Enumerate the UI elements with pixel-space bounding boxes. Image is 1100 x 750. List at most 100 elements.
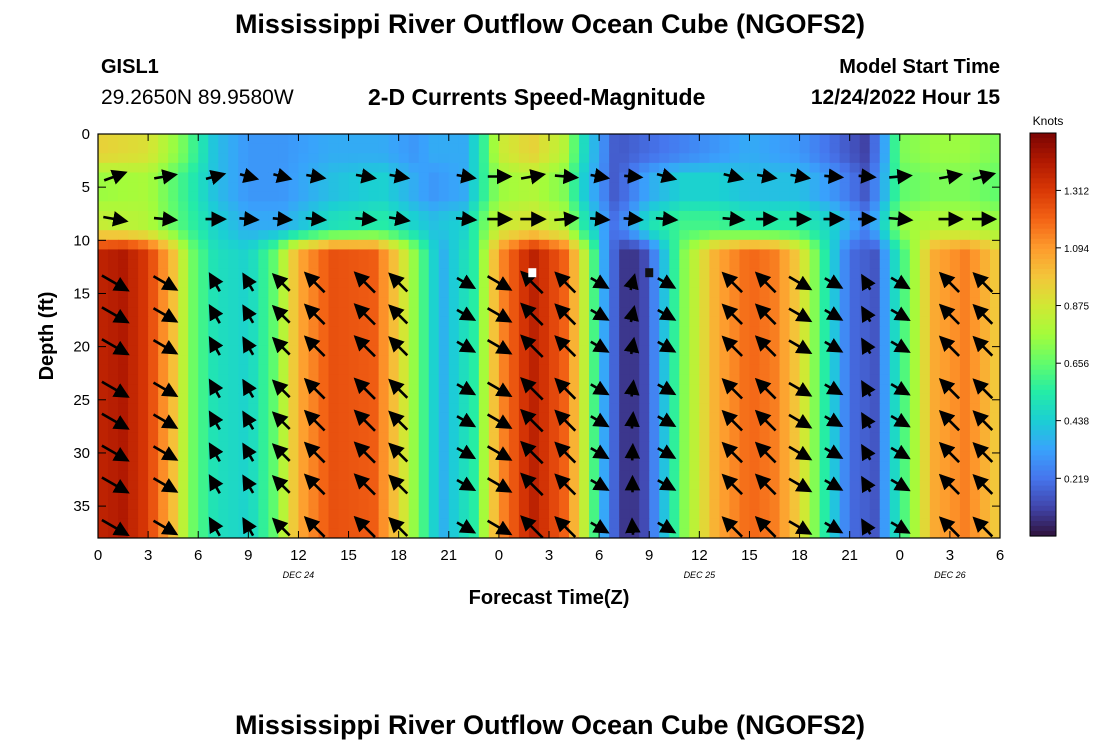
heatmap-cell — [679, 316, 690, 327]
heatmap-cell — [378, 239, 390, 251]
heatmap-cell — [679, 268, 690, 279]
heatmap-cell — [949, 297, 961, 308]
heatmap-cell — [128, 191, 139, 202]
heatmap-cell — [418, 518, 430, 529]
heatmap-cell — [118, 374, 129, 385]
heatmap-cell — [108, 326, 119, 337]
heatmap-cell — [218, 345, 229, 356]
heatmap-cell — [228, 316, 239, 327]
heatmap-cell — [408, 432, 420, 443]
heatmap-cell — [889, 162, 901, 174]
heatmap-cell — [989, 345, 1000, 356]
heatmap-cell — [288, 364, 300, 376]
heatmap-cell — [829, 143, 841, 154]
heatmap-cell — [338, 336, 350, 347]
heatmap-cell — [408, 297, 420, 308]
current-arrow — [938, 409, 961, 432]
heatmap-cell — [448, 143, 460, 154]
heatmap-cell — [949, 470, 961, 481]
heatmap-cell — [929, 441, 941, 453]
heatmap-cell — [879, 287, 891, 299]
heatmap-cell — [168, 143, 179, 154]
heatmap-cell — [258, 259, 269, 270]
heatmap-cell — [629, 182, 640, 193]
current-arrow — [788, 381, 813, 397]
heatmap-cell — [989, 249, 1000, 260]
heatmap-cell — [208, 470, 219, 481]
heatmap-cell — [579, 489, 590, 501]
heatmap-cell — [318, 220, 330, 231]
heatmap-cell — [699, 191, 710, 202]
heatmap-cell — [158, 393, 169, 404]
heatmap-cell — [438, 239, 450, 251]
heatmap-cell — [528, 153, 540, 164]
heatmap-cell — [238, 230, 249, 241]
heatmap-cell — [759, 297, 771, 308]
heatmap-cell — [619, 422, 630, 433]
heatmap-cell — [669, 499, 680, 510]
heatmap-cell — [669, 364, 680, 376]
heatmap-cell — [128, 143, 139, 154]
heatmap-cell — [619, 489, 630, 501]
heatmap-cell — [468, 134, 480, 145]
heatmap-cell — [819, 422, 831, 433]
heatmap-cell — [188, 336, 199, 347]
current-arrow — [590, 274, 610, 289]
current-arrow — [353, 515, 376, 538]
heatmap-cell — [599, 461, 610, 472]
heatmap-cell — [98, 364, 109, 376]
heatmap-cell — [749, 182, 761, 193]
heatmap-cell — [739, 355, 751, 366]
heatmap-cell — [168, 403, 179, 414]
heatmap-cell — [158, 326, 169, 337]
heatmap-cell — [959, 412, 971, 424]
heatmap-cell — [198, 499, 209, 510]
heatmap-cell — [368, 364, 380, 376]
heatmap-cell — [418, 210, 430, 222]
heatmap-cell — [669, 355, 680, 366]
heatmap-cell — [979, 220, 991, 231]
heatmap-cell — [358, 509, 370, 520]
heatmap-cell — [288, 422, 300, 433]
heatmap-cell — [248, 509, 259, 520]
heatmap-cell — [749, 374, 761, 385]
current-arrow — [824, 476, 844, 491]
heatmap-cell — [799, 403, 811, 414]
heatmap-cell — [478, 220, 490, 231]
current-arrow — [623, 304, 639, 323]
heatmap-cell — [809, 307, 821, 318]
heatmap-cell — [228, 374, 239, 385]
heatmap-cell — [599, 499, 610, 510]
heatmap-cell — [428, 210, 440, 222]
heatmap-cell — [759, 403, 771, 414]
current-arrow — [972, 335, 994, 357]
heatmap-cell — [979, 461, 991, 472]
heatmap-cell — [358, 528, 370, 538]
heatmap-cell — [739, 432, 751, 443]
current-arrow — [486, 477, 513, 493]
current-arrow — [890, 476, 911, 492]
current-arrow — [456, 444, 477, 460]
heatmap-cell — [518, 355, 530, 366]
heatmap-cell — [979, 470, 991, 481]
heatmap-cell — [929, 172, 941, 183]
heatmap-cell — [909, 470, 921, 481]
heatmap-cell — [328, 470, 340, 481]
heatmap-cell — [799, 191, 811, 202]
heatmap-cell — [478, 153, 490, 164]
heatmap-cell — [478, 499, 490, 510]
heatmap-cell — [358, 249, 370, 260]
heatmap-cell — [288, 528, 300, 538]
heatmap-cell — [919, 509, 931, 520]
heatmap-cell — [829, 499, 841, 510]
heatmap-cell — [318, 249, 330, 260]
heatmap-cell — [428, 470, 440, 481]
heatmap-cell — [448, 153, 460, 164]
heatmap-cell — [468, 355, 480, 366]
heatmap-cell — [699, 297, 710, 308]
heatmap-cell — [709, 403, 720, 414]
colorbar-segment — [1030, 183, 1056, 190]
heatmap-cell — [959, 384, 971, 395]
heatmap-cell — [689, 345, 700, 356]
heatmap-cell — [739, 345, 751, 356]
